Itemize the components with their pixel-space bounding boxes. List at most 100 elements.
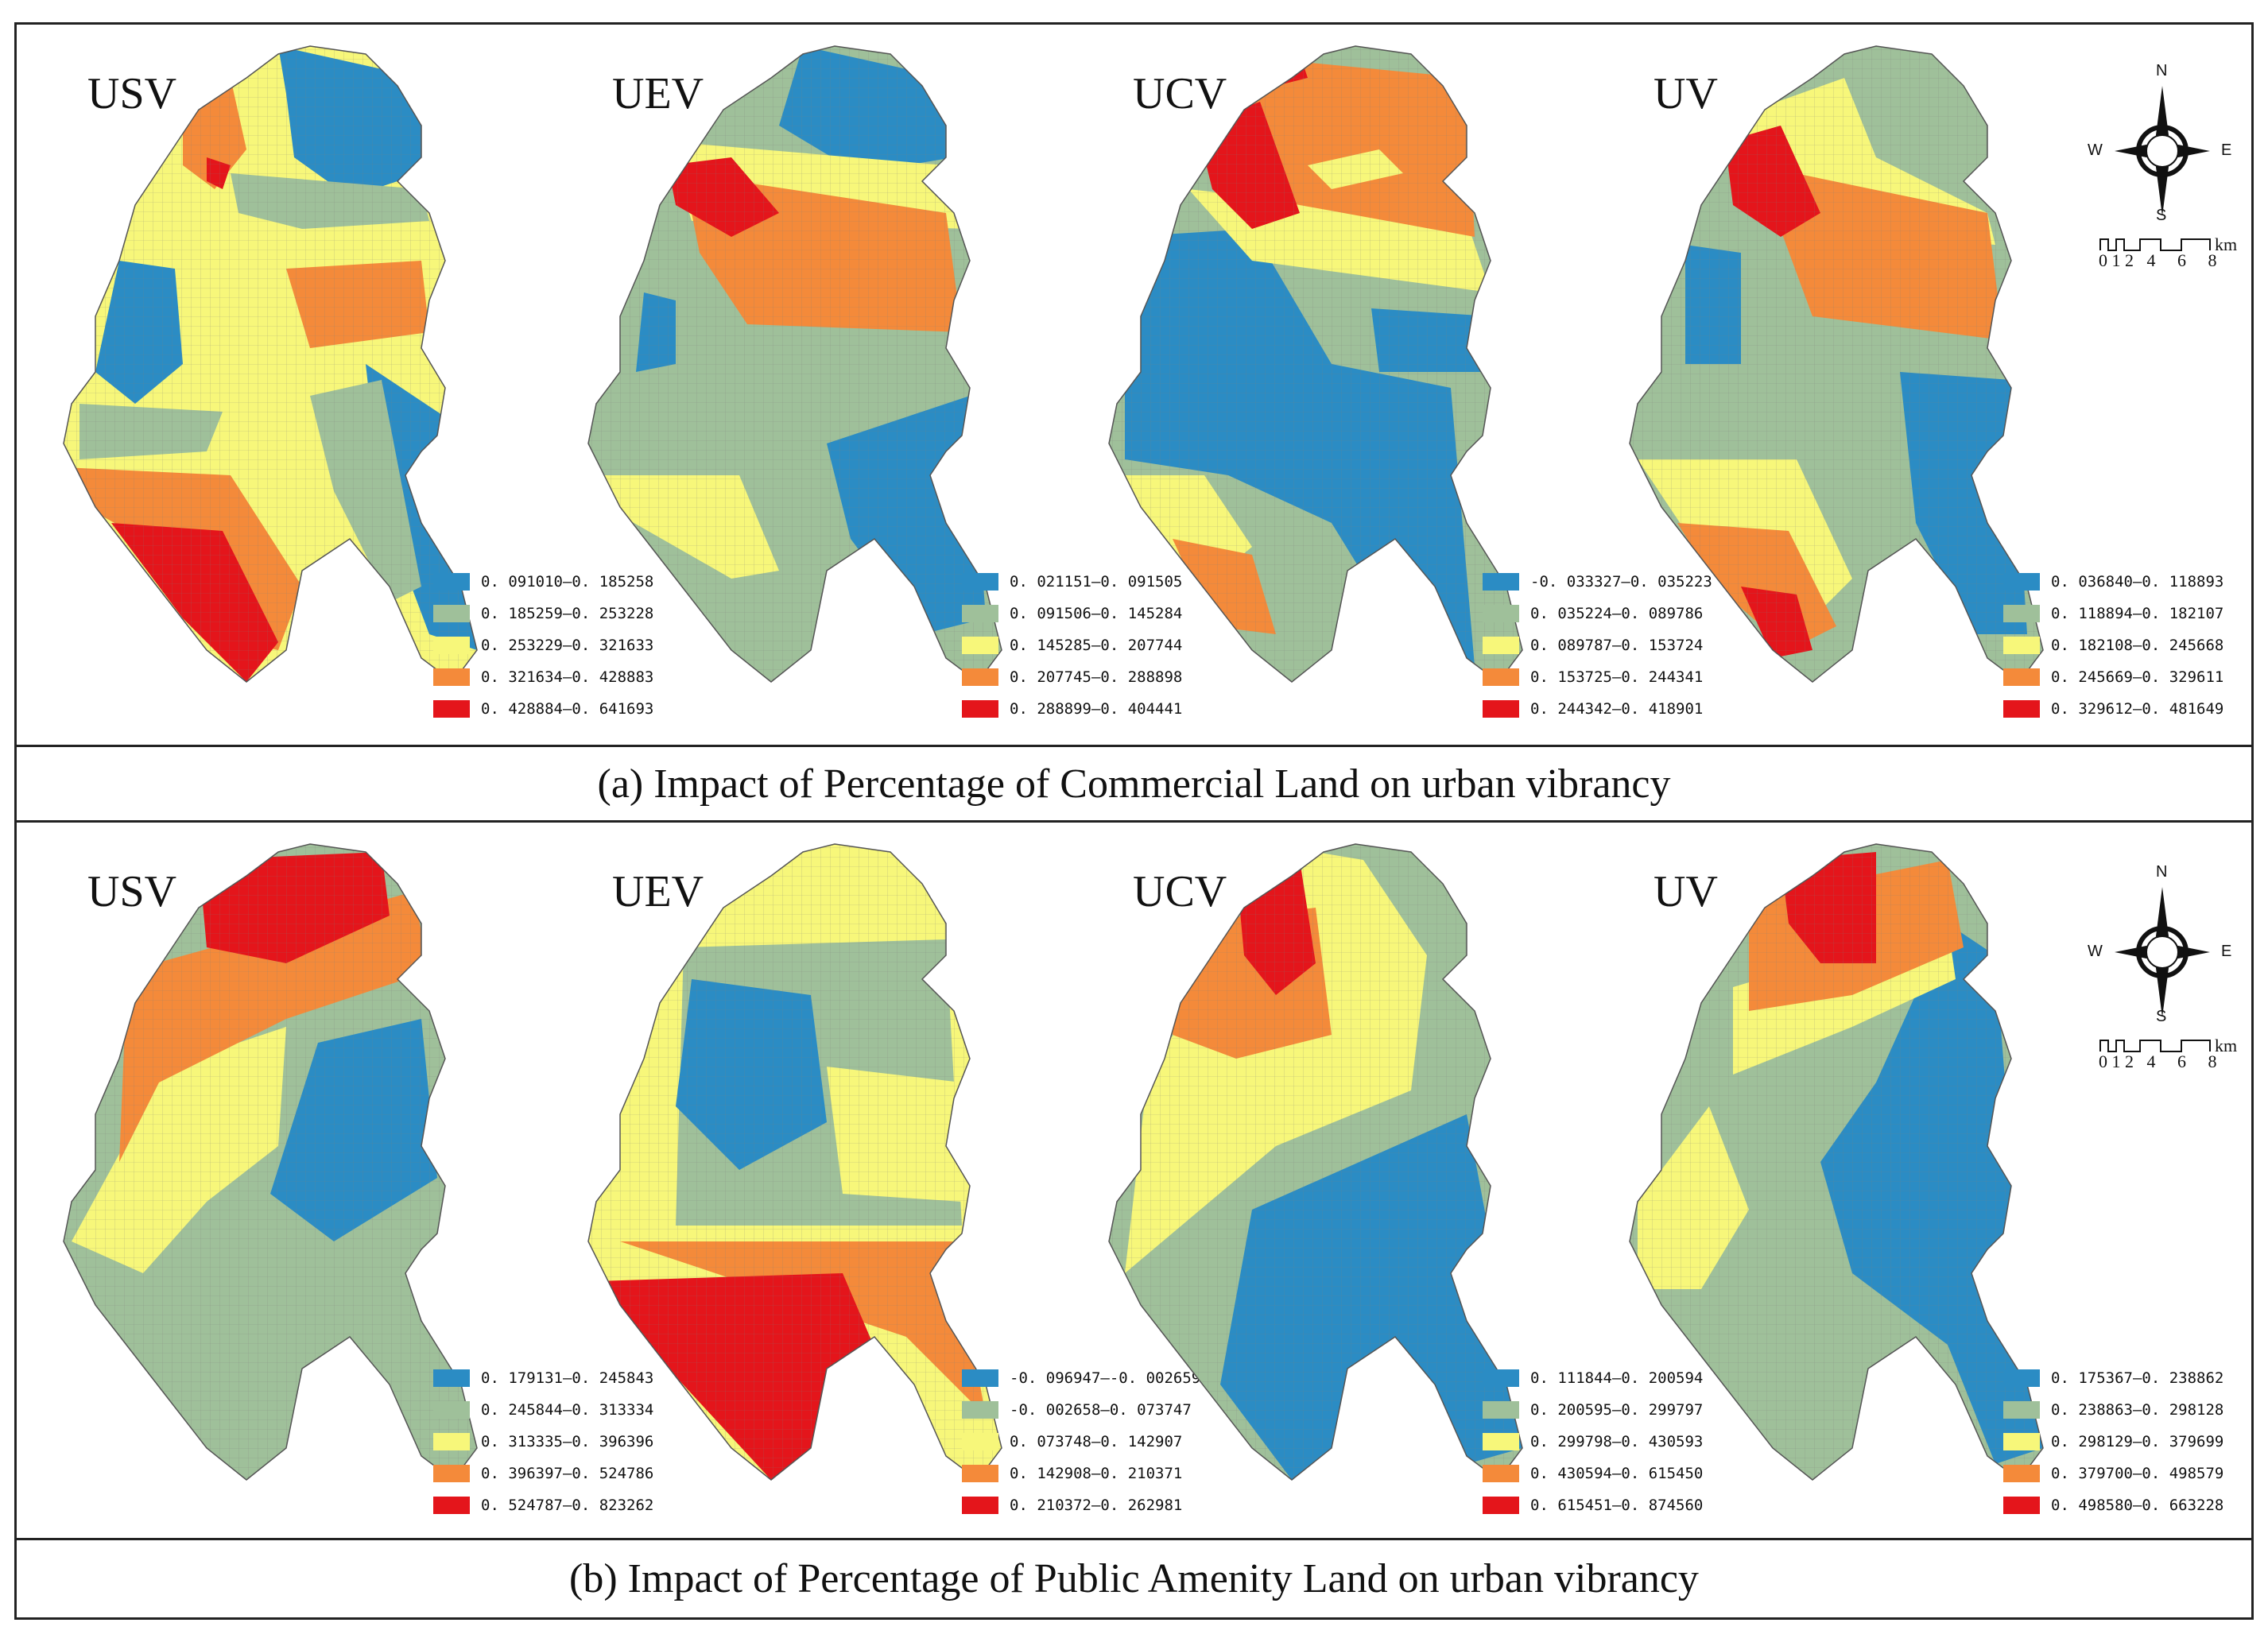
choropleth-map (1108, 45, 1523, 684)
map-panel-b-ucv: UCV (1093, 828, 1586, 1496)
legend-swatch (433, 605, 470, 622)
legend-swatch (433, 1433, 470, 1450)
legend-item: 0. 245844—0. 313334 (433, 1394, 653, 1426)
legend-item: -0. 096947—-0. 002659 (962, 1362, 1200, 1394)
panel-label: UV (1654, 867, 1718, 916)
legend-swatch (2003, 1497, 2040, 1514)
legend-label: -0. 096947—-0. 002659 (1010, 1369, 1201, 1387)
legend-swatch (962, 605, 998, 622)
legend: 0. 021151—0. 091505 0. 091506—0. 145284 0.… (962, 566, 1182, 725)
legend-label: 0. 185259—0. 253228 (481, 605, 654, 622)
legend-item: 0. 118894—0. 182107 (2003, 598, 2223, 629)
legend-item: 0. 073748—0. 142907 (962, 1426, 1200, 1458)
legend-label: 0. 210372—0. 262981 (1010, 1497, 1183, 1514)
legend-swatch (433, 1465, 470, 1482)
legend-swatch (2003, 700, 2040, 718)
legend: 0. 111844—0. 200594 0. 200595—0. 299797 0.… (1483, 1362, 1703, 1521)
legend-label: 0. 089787—0. 153724 (1530, 637, 1704, 654)
legend-swatch (962, 637, 998, 654)
legend-swatch (962, 668, 998, 686)
legend-label: 0. 036840—0. 118893 (2051, 573, 2224, 591)
legend-label: 0. 396397—0. 524786 (481, 1465, 654, 1482)
legend-label: 0. 035224—0. 089786 (1530, 605, 1704, 622)
scale-unit: km (2215, 1036, 2238, 1055)
map-panel-a-usv: USV (48, 30, 541, 698)
map-panel-b-uv: UV (1614, 828, 2107, 1496)
panel-label: USV (87, 69, 177, 118)
compass-letter-s: S (2156, 1008, 2167, 1025)
legend-swatch (962, 1401, 998, 1419)
legend-swatch (962, 1465, 998, 1482)
compass-letter-w: W (2088, 943, 2103, 960)
choropleth-map (587, 843, 1002, 1481)
legend-label: 0. 182108—0. 245668 (2051, 637, 2224, 654)
section-b-caption-row: (b) Impact of Percentage of Public Ameni… (14, 1538, 2254, 1620)
legend-swatch (2003, 668, 2040, 686)
map-panel-b-usv: USV (48, 828, 541, 1496)
legend: 0. 175367—0. 238862 0. 238863—0. 298128 0.… (2003, 1362, 2223, 1521)
legend-item: 0. 091010—0. 185258 (433, 566, 653, 598)
map-panel-b-uev: UEV (572, 828, 1065, 1496)
legend-label: 0. 253229—0. 321633 (481, 637, 654, 654)
legend-swatch (433, 1369, 470, 1387)
choropleth-map (63, 843, 478, 1481)
choropleth-map (587, 45, 1002, 684)
legend-label: 0. 142908—0. 210371 (1010, 1465, 1183, 1482)
panel-label: UEV (612, 69, 704, 118)
panel-label: UCV (1133, 69, 1227, 118)
scale-unit: km (2215, 234, 2238, 254)
map-panel-a-ucv: UCV (1093, 30, 1586, 698)
choropleth-map (1108, 843, 1523, 1481)
legend-label: 0. 200595—0. 299797 (1530, 1401, 1704, 1419)
legend-swatch (433, 668, 470, 686)
legend-label: 0. 524787—0. 823262 (481, 1497, 654, 1514)
legend-item: 0. 182108—0. 245668 (2003, 629, 2223, 661)
legend-label: -0. 033327—0. 035223 (1530, 573, 1712, 591)
legend-item: 0. 036840—0. 118893 (2003, 566, 2223, 598)
legend-item: 0. 091506—0. 145284 (962, 598, 1182, 629)
legend-item: 0. 329612—0. 481649 (2003, 693, 2223, 725)
north-arrow-icon: N S W E (2083, 863, 2242, 1032)
legend-label: 0. 299798—0. 430593 (1530, 1433, 1704, 1450)
legend-label: -0. 002658—0. 073747 (1010, 1401, 1192, 1419)
legend-item: 0. 207745—0. 288898 (962, 661, 1182, 693)
legend-label: 0. 615451—0. 874560 (1530, 1497, 1704, 1514)
legend: 0. 179131—0. 245843 0. 245844—0. 313334 0.… (433, 1362, 653, 1521)
legend-swatch (433, 700, 470, 718)
legend-label: 0. 111844—0. 200594 (1530, 1369, 1704, 1387)
legend-swatch (433, 1401, 470, 1419)
legend-swatch (1483, 637, 1519, 654)
legend-item: 0. 153725—0. 244341 (1483, 661, 1712, 693)
legend-item: 0. 299798—0. 430593 (1483, 1426, 1703, 1458)
legend-item: 0. 321634—0. 428883 (433, 661, 653, 693)
legend-item: 0. 524787—0. 823262 (433, 1489, 653, 1521)
panel-label: UV (1654, 69, 1718, 118)
legend-label: 0. 245669—0. 329611 (2051, 668, 2224, 686)
legend-item: 0. 498580—0. 663228 (2003, 1489, 2223, 1521)
legend-swatch (2003, 1369, 2040, 1387)
legend: 0. 036840—0. 118893 0. 118894—0. 182107 0.… (2003, 566, 2223, 725)
legend-swatch (433, 1497, 470, 1514)
legend-item: 0. 313335—0. 396396 (433, 1426, 653, 1458)
legend: 0. 091010—0. 185258 0. 185259—0. 253228 0.… (433, 566, 653, 725)
legend-item: 0. 200595—0. 299797 (1483, 1394, 1703, 1426)
legend-swatch (2003, 1401, 2040, 1419)
legend: -0. 096947—-0. 002659 -0. 002658—0. 07374… (962, 1362, 1200, 1521)
legend-label: 0. 329612—0. 481649 (2051, 700, 2224, 718)
legend-label: 0. 379700—0. 498579 (2051, 1465, 2224, 1482)
legend-item: 0. 210372—0. 262981 (962, 1489, 1200, 1521)
legend-swatch (2003, 1433, 2040, 1450)
legend-item: 0. 298129—0. 379699 (2003, 1426, 2223, 1458)
choropleth-map (63, 45, 478, 684)
legend-item: 0. 244342—0. 418901 (1483, 693, 1712, 725)
legend-item: 0. 253229—0. 321633 (433, 629, 653, 661)
legend-swatch (962, 700, 998, 718)
legend-item: 0. 396397—0. 524786 (433, 1458, 653, 1489)
legend-label: 0. 207745—0. 288898 (1010, 668, 1183, 686)
legend-label: 0. 298129—0. 379699 (2051, 1433, 2224, 1450)
panel-label: USV (87, 867, 177, 916)
legend-swatch (962, 1369, 998, 1387)
legend-label: 0. 244342—0. 418901 (1530, 700, 1704, 718)
compass-letter-n: N (2156, 62, 2168, 79)
section-b-caption: (b) Impact of Percentage of Public Ameni… (569, 1556, 1699, 1601)
